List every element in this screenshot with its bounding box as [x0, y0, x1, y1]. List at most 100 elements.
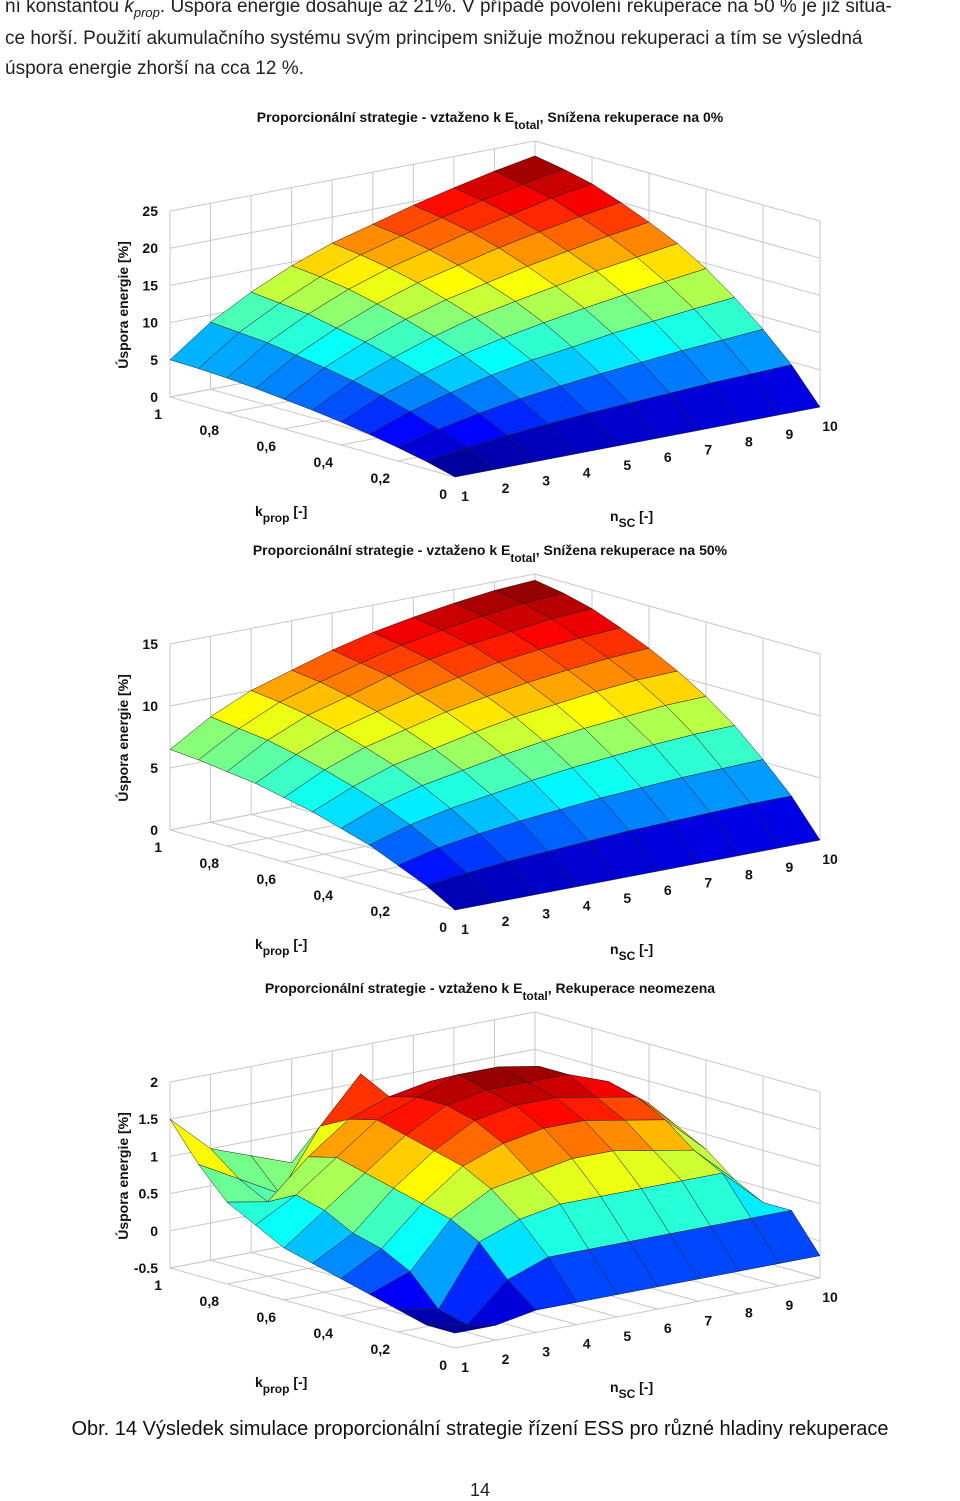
x-axis-label: nSC [-] — [610, 508, 653, 530]
text: ní konstantou — [5, 0, 125, 17]
label-main: [-] — [289, 936, 307, 952]
x-tick-label: 3 — [542, 905, 550, 921]
title-part: , Snížena rekuperace na 50% — [536, 542, 728, 558]
y-tick-label: 0,4 — [314, 1325, 334, 1341]
grid-line — [169, 573, 536, 645]
label-sub: prop — [263, 1382, 290, 1396]
grid-line — [534, 1048, 821, 1130]
grid-line — [454, 1277, 821, 1349]
title-part: Proporcionální strategie - vztaženo k E — [257, 109, 515, 125]
z-tick-label: 0 — [150, 822, 158, 838]
x-tick-label: 9 — [786, 1297, 794, 1313]
x-tick-label: 5 — [623, 457, 631, 473]
y-axis-label: kprop [-] — [255, 936, 307, 958]
label-sub: SC — [619, 1387, 636, 1401]
label-main: [-] — [635, 508, 653, 524]
surface-cell — [425, 872, 497, 911]
z-axis-label: Úspora energie [%] — [114, 674, 131, 802]
z-axis-label: Úspora energie [%] — [114, 1112, 131, 1240]
x-axis-label: nSC [-] — [610, 1379, 653, 1401]
x-tick-label: 6 — [664, 882, 672, 898]
chart-title: Proporcionální strategie - vztaženo k Et… — [253, 542, 728, 565]
z-tick-label: 25 — [142, 203, 158, 219]
x-tick-label: 1 — [461, 921, 469, 937]
figure: Proporcionální strategie - vztaženo k Et… — [114, 109, 838, 1401]
y-tick-label: 0,6 — [257, 438, 277, 454]
z-tick-label: 1 — [150, 1148, 158, 1164]
x-tick-label: 6 — [664, 1320, 672, 1336]
grid-line — [169, 396, 456, 478]
z-tick-label: 15 — [142, 277, 158, 293]
surface-cell — [426, 1324, 496, 1334]
label-main: n — [610, 508, 619, 524]
y-tick-label: 1 — [154, 839, 162, 855]
z-axis-label: Úspora energie [%] — [114, 241, 131, 369]
x-tick-label: 2 — [502, 1351, 510, 1367]
x-tick-label: 8 — [745, 434, 753, 450]
page-number: 14 — [469, 1480, 491, 1500]
grid-line — [169, 1267, 456, 1349]
title-part: Proporcionální strategie - vztaženo k E — [253, 542, 511, 558]
label-main: [-] — [635, 1379, 653, 1395]
y-axis-label: kprop [-] — [255, 1374, 307, 1396]
x-tick-label: 7 — [704, 874, 712, 890]
x-tick-label: 7 — [704, 1312, 712, 1328]
label-main: [-] — [635, 941, 653, 957]
z-tick-label: 0 — [150, 389, 158, 405]
x-tick-label: 3 — [542, 472, 550, 488]
x-tick-label: 8 — [745, 1305, 753, 1321]
y-tick-label: 0,2 — [371, 470, 391, 486]
x-tick-label: 10 — [822, 418, 838, 434]
paragraph-line: ce horší. Použití akumulačního systému s… — [5, 28, 863, 49]
label-sub: prop — [263, 511, 290, 525]
label-sub: SC — [619, 516, 636, 530]
grid-line — [534, 573, 821, 655]
x-tick-label: 2 — [502, 913, 510, 929]
x-tick-label: 3 — [542, 1343, 550, 1359]
paragraph-line: úspora energie zhorší na cca 12 %. — [5, 58, 304, 79]
title-sub: total — [514, 118, 539, 132]
z-tick-label: 2 — [150, 1074, 158, 1090]
z-tick-label: -0.5 — [134, 1260, 158, 1276]
x-tick-label: 8 — [745, 867, 753, 883]
label-main: [-] — [289, 1374, 307, 1390]
y-tick-label: 0,8 — [200, 855, 220, 871]
paragraph-line: ní konstantou kprop. Úspora energie dosa… — [5, 0, 892, 20]
label-main: [-] — [289, 503, 307, 519]
label-sub: SC — [619, 949, 636, 963]
label-sub: prop — [263, 944, 290, 958]
z-tick-label: 15 — [142, 636, 158, 652]
label-main: n — [610, 1379, 619, 1395]
x-tick-label: 2 — [502, 480, 510, 496]
y-tick-label: 0,6 — [257, 871, 277, 887]
z-tick-label: 5 — [150, 352, 158, 368]
label-main: k — [255, 503, 263, 519]
title-sub: total — [522, 989, 547, 1003]
label-main: k — [255, 1374, 263, 1390]
z-tick-label: 10 — [142, 315, 158, 331]
x-tick-label: 6 — [664, 449, 672, 465]
y-tick-label: 0 — [439, 1357, 447, 1373]
label-main: k — [255, 936, 263, 952]
z-tick-label: 1.5 — [139, 1111, 159, 1127]
title-part: , Snížena rekuperace na 0% — [540, 109, 724, 125]
y-tick-label: 0,8 — [200, 1293, 220, 1309]
z-tick-label: 0.5 — [139, 1186, 159, 1202]
x-axis-label: nSC [-] — [610, 941, 653, 963]
x-tick-label: 9 — [786, 859, 794, 875]
caption: Obr. 14 Výsledek simulace proporcionální… — [71, 1418, 889, 1440]
x-tick-label: 9 — [786, 426, 794, 442]
x-tick-label: 7 — [704, 441, 712, 457]
y-tick-label: 1 — [154, 1277, 162, 1293]
title-sub: total — [510, 551, 535, 565]
grid-line — [534, 1011, 821, 1093]
y-tick-label: 0,6 — [257, 1309, 277, 1325]
x-tick-label: 1 — [461, 1359, 469, 1375]
y-tick-label: 0,8 — [200, 422, 220, 438]
grid-line — [169, 829, 456, 911]
y-tick-label: 0,2 — [371, 903, 391, 919]
x-tick-label: 10 — [822, 1289, 838, 1305]
grid-line — [169, 140, 536, 212]
x-tick-label: 10 — [822, 851, 838, 867]
